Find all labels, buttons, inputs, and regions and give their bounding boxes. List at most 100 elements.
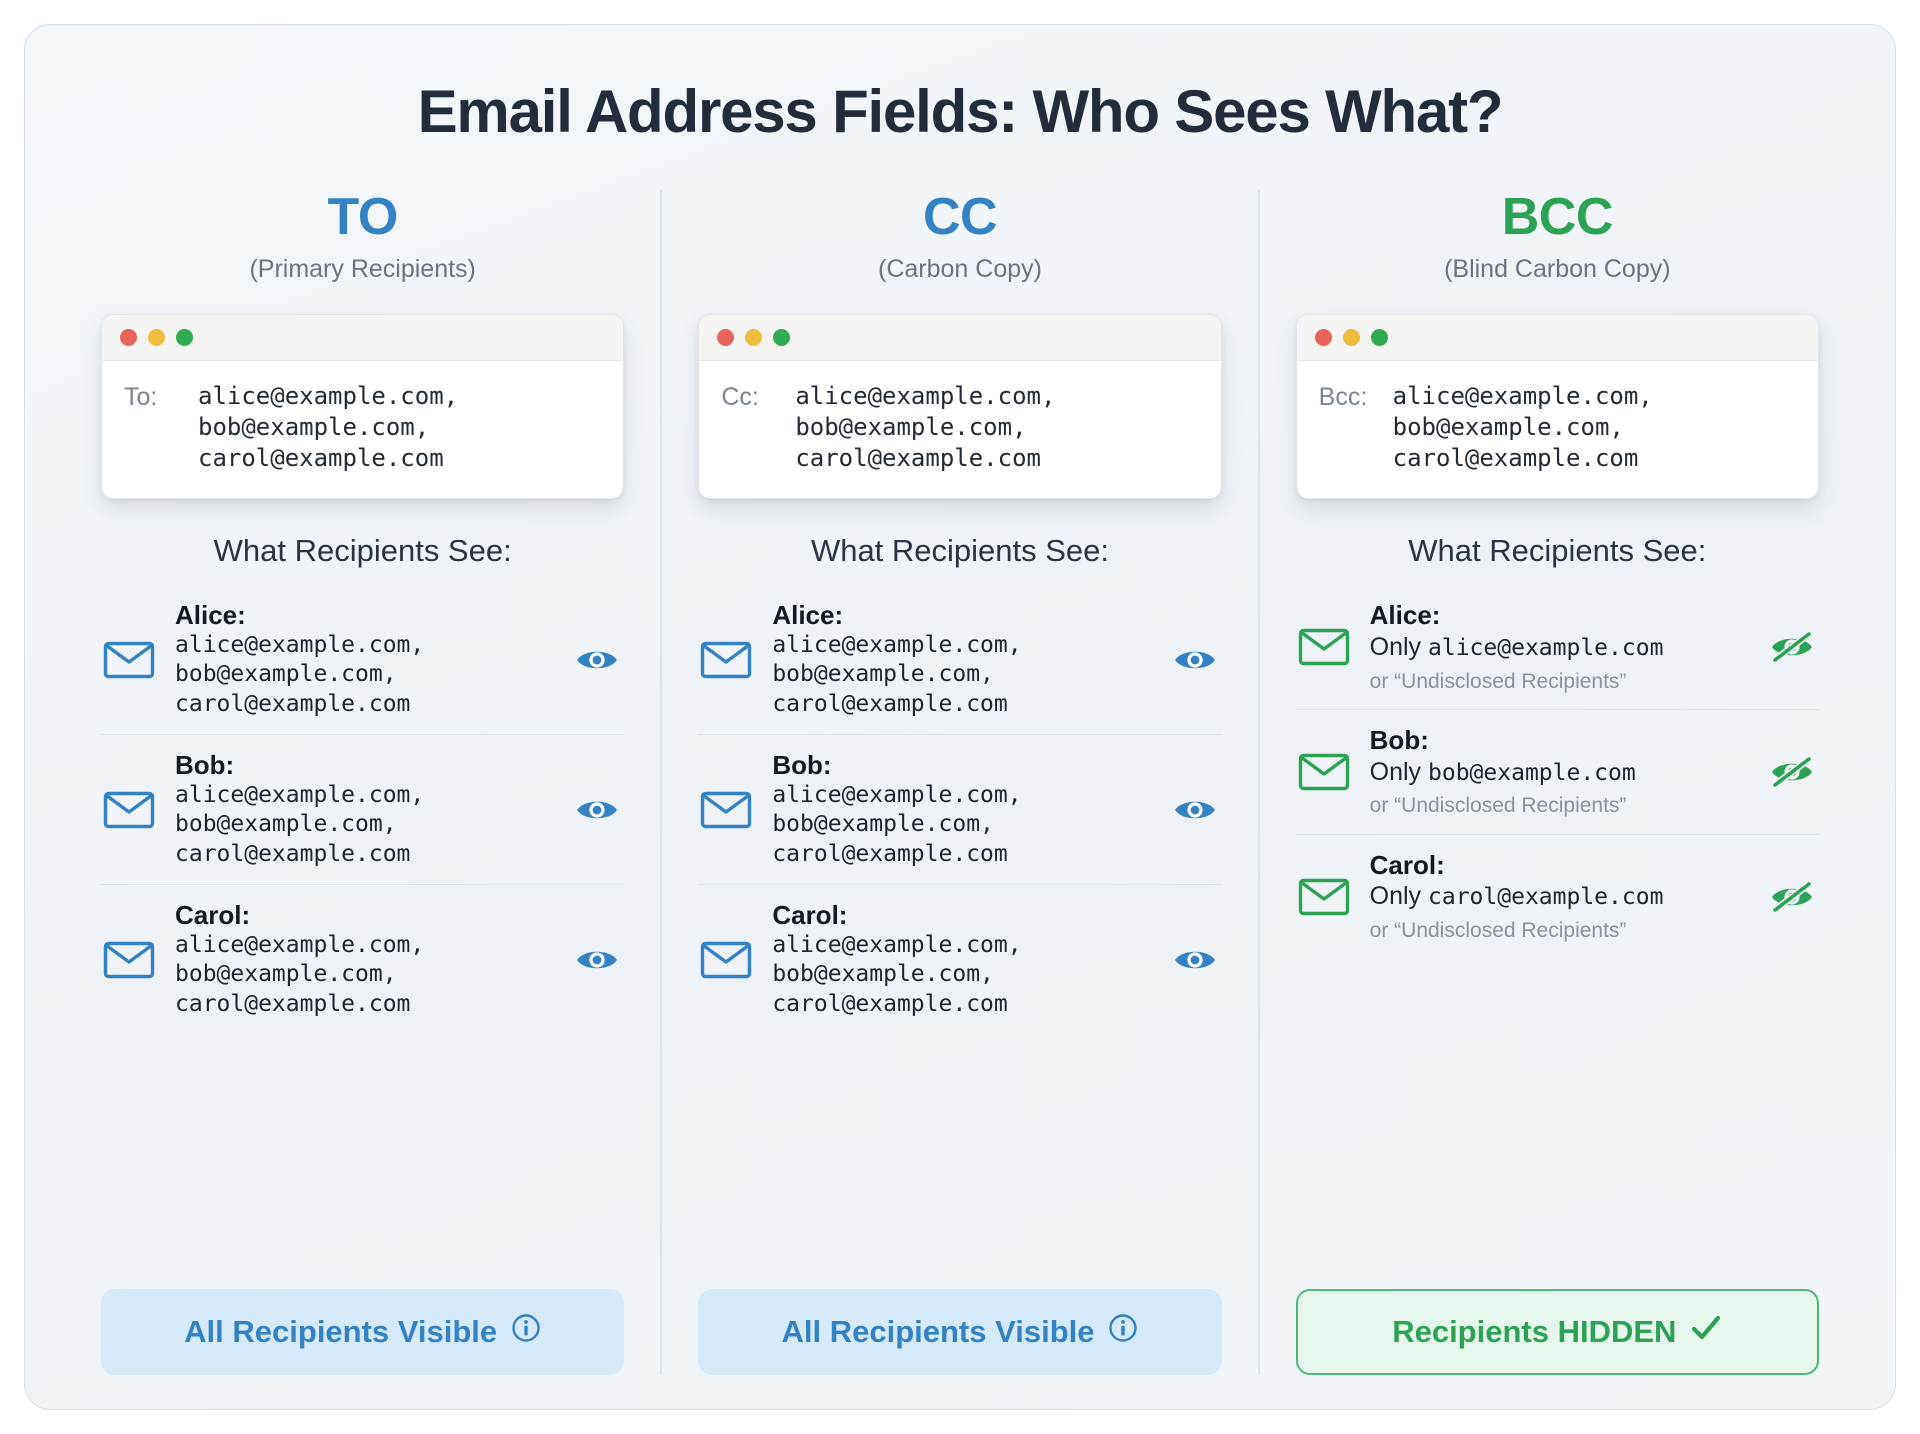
envelope-icon — [101, 641, 157, 679]
page-title: Email Address Fields: Who Sees What? — [417, 78, 1504, 145]
email-window-cc: Cc: alice@example.com, bob@example.com, … — [698, 313, 1222, 500]
infographic-card: Email Address Fields: Who Sees What? TO … — [24, 24, 1896, 1410]
column-heading-cc: CC — [922, 188, 998, 246]
eye-icon — [570, 945, 624, 975]
maximize-dot-icon[interactable] — [1370, 328, 1388, 346]
status-badge-to: All Recipients Visible — [101, 1289, 625, 1375]
only-address: alice@example.com — [1428, 634, 1664, 661]
close-dot-icon[interactable] — [1314, 328, 1332, 346]
table-row: Alice: alice@example.com, bob@example.co… — [698, 585, 1221, 734]
field-value-cc: alice@example.com, bob@example.com, caro… — [795, 381, 1056, 472]
minimize-dot-icon[interactable] — [148, 328, 165, 346]
envelope-icon — [698, 641, 754, 679]
recipient-name: Carol: — [175, 900, 251, 931]
table-row: Bob: alice@example.com, bob@example.com,… — [101, 734, 625, 884]
row-text: Carol: Only carol@example.com or “Undisc… — [1370, 850, 1747, 944]
row-text: Carol: alice@example.com, bob@example.co… — [772, 900, 1149, 1019]
only-prefix: Only — [1369, 632, 1429, 661]
see-heading-to: What Recipients See: — [213, 533, 512, 569]
recipient-name: Carol: — [772, 900, 848, 931]
maximize-dot-icon[interactable] — [773, 328, 791, 346]
recipient-only-line: Only alice@example.com — [1370, 631, 1747, 664]
column-subtitle-cc: (Carbon Copy) — [878, 254, 1042, 283]
recipient-rows-to: Alice: alice@example.com, bob@example.co… — [101, 585, 625, 1034]
window-body: Bcc: alice@example.com, bob@example.com,… — [1297, 361, 1818, 499]
recipient-name: Alice: — [1369, 600, 1441, 631]
email-window-bcc: Bcc: alice@example.com, bob@example.com,… — [1295, 313, 1819, 500]
field-label-cc: Cc: — [721, 382, 759, 411]
column-spacer — [1296, 958, 1819, 1267]
envelope-icon — [698, 941, 754, 979]
info-circle-icon — [1108, 1313, 1138, 1351]
eye-icon — [1168, 645, 1222, 675]
column-subtitle-to: (Primary Recipients) — [249, 254, 476, 283]
recipient-name: Bob: — [772, 750, 832, 781]
status-badge-cc: All Recipients Visible — [698, 1289, 1222, 1375]
row-text: Bob: alice@example.com, bob@example.com,… — [175, 750, 552, 869]
only-prefix: Only — [1369, 882, 1429, 911]
window-titlebar — [102, 314, 624, 361]
column-heading-bcc: BCC — [1501, 188, 1614, 246]
envelope-icon — [1296, 753, 1352, 791]
envelope-icon — [101, 941, 157, 979]
eye-icon — [1168, 795, 1222, 825]
field-value-to: alice@example.com, bob@example.com, caro… — [198, 381, 459, 472]
only-address: carol@example.com — [1428, 884, 1664, 911]
envelope-icon — [101, 791, 157, 829]
column-bcc: BCC (Blind Carbon Copy) Bcc: alice@examp… — [1257, 188, 1855, 1375]
field-label-to: To: — [124, 382, 158, 411]
eye-off-icon — [1765, 880, 1819, 913]
column-heading-to: TO — [327, 188, 399, 246]
close-dot-icon[interactable] — [717, 328, 735, 346]
column-spacer — [101, 1034, 624, 1267]
field-label-bcc: Bcc: — [1318, 382, 1368, 411]
table-row: Alice: Only alice@example.com or “Undisc… — [1296, 585, 1819, 709]
recipient-rows-bcc: Alice: Only alice@example.com or “Undisc… — [1295, 585, 1819, 959]
envelope-icon — [698, 791, 754, 829]
recipient-addresses: alice@example.com, bob@example.com, caro… — [175, 931, 425, 1017]
table-row: Alice: alice@example.com, bob@example.co… — [101, 585, 624, 734]
eye-icon — [570, 795, 624, 825]
row-text: Bob: Only bob@example.com or “Undisclose… — [1370, 725, 1747, 819]
table-row: Carol: alice@example.com, bob@example.co… — [698, 884, 1222, 1034]
row-text: Alice: Only alice@example.com or “Undisc… — [1370, 600, 1747, 694]
recipient-addresses: alice@example.com, bob@example.com, caro… — [772, 631, 1022, 717]
envelope-icon — [1296, 628, 1352, 666]
recipient-only-line: Only carol@example.com — [1370, 880, 1747, 913]
recipient-name: Bob: — [1369, 724, 1429, 755]
window-titlebar — [1296, 314, 1818, 361]
minimize-dot-icon[interactable] — [1342, 328, 1360, 346]
recipient-addresses: alice@example.com, bob@example.com, caro… — [772, 931, 1022, 1017]
column-to: TO (Primary Recipients) To: alice@exampl… — [65, 190, 660, 1375]
row-text: Carol: alice@example.com, bob@example.co… — [175, 900, 552, 1019]
recipient-rows-cc: Alice: alice@example.com, bob@example.co… — [698, 585, 1222, 1034]
close-dot-icon[interactable] — [120, 328, 137, 346]
column-cc: CC (Carbon Copy) Cc: alice@example.com, … — [660, 190, 1257, 1375]
see-heading-cc: What Recipients See: — [810, 533, 1110, 569]
status-badge-label: All Recipients Visible — [781, 1314, 1095, 1349]
eye-icon — [570, 645, 624, 675]
recipient-addresses: alice@example.com, bob@example.com, caro… — [175, 631, 425, 717]
columns-container: TO (Primary Recipients) To: alice@exampl… — [65, 190, 1855, 1375]
table-row: Carol: alice@example.com, bob@example.co… — [101, 884, 625, 1034]
column-subtitle-bcc: (Blind Carbon Copy) — [1444, 254, 1671, 283]
eye-off-icon — [1765, 631, 1819, 664]
minimize-dot-icon[interactable] — [745, 328, 763, 346]
status-badge-label: All Recipients Visible — [184, 1314, 498, 1349]
recipient-name: Bob: — [175, 750, 235, 781]
eye-off-icon — [1765, 755, 1819, 788]
row-text: Bob: alice@example.com, bob@example.com,… — [772, 750, 1149, 869]
eye-icon — [1168, 945, 1222, 975]
status-badge-bcc: Recipients HIDDEN — [1295, 1289, 1819, 1375]
table-row: Bob: alice@example.com, bob@example.com,… — [698, 734, 1222, 884]
email-window-to: To: alice@example.com, bob@example.com, … — [101, 313, 625, 500]
only-prefix: Only — [1369, 757, 1429, 786]
recipient-name: Carol: — [1369, 849, 1445, 880]
recipient-note: or “Undisclosed Recipients” — [1369, 919, 1627, 943]
recipient-name: Alice: — [175, 600, 246, 631]
maximize-dot-icon[interactable] — [176, 328, 193, 346]
recipient-addresses: alice@example.com, bob@example.com, caro… — [772, 781, 1022, 867]
table-row: Bob: Only bob@example.com or “Undisclose… — [1295, 708, 1819, 834]
table-row: Carol: Only carol@example.com or “Undisc… — [1295, 833, 1819, 959]
